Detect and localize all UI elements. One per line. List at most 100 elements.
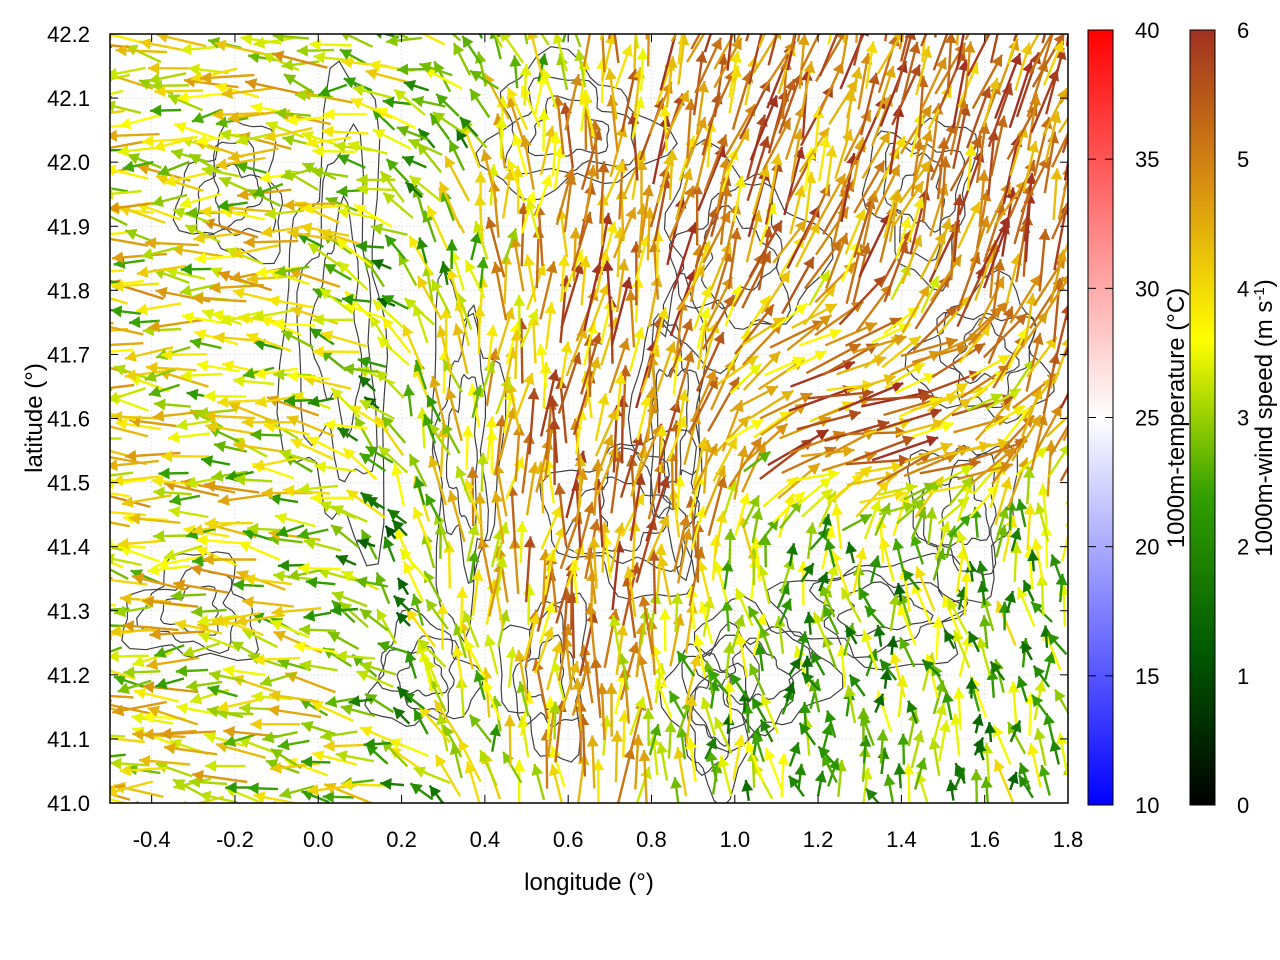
wind-arrow [746,136,771,202]
wind-speed-colorbar: 0 1 2 3 4 5 6 1000m-wind speed (m s-1) [1189,18,1278,818]
wind-arrow [955,547,968,593]
wind-arrow [734,492,751,537]
wind-arrow [467,550,480,583]
wind-arrow [965,560,978,582]
wind-arrow [1023,503,1036,551]
contour-line [808,570,967,659]
wind-arrow [875,65,896,118]
wind-arrow [163,544,203,561]
wind-arrow [921,658,942,678]
wind-arrow [133,687,179,703]
wind-arrow [205,421,256,435]
wind-arrow [468,714,493,743]
wind-arrow [322,790,354,803]
wind-arrow [1016,675,1028,703]
wind-arrow [232,579,264,591]
wind-arrow [696,306,712,350]
wind-arrow [900,336,958,358]
wind-arrow [776,582,790,609]
wind-arrow [788,741,801,767]
wind-arrow [1067,490,1068,498]
wind-arrow [800,562,815,583]
wind-arrow [910,730,925,769]
wind-arrow [980,776,993,803]
wind-arrow [359,399,395,420]
wind-arrow [299,659,338,672]
wind-arrow [269,619,310,639]
wind-arrow [471,569,484,616]
wind-arrow [281,58,320,71]
wind-arrow [901,568,920,591]
wind-arrow [629,473,646,541]
wind-arrow [110,34,147,45]
wind-arrow [911,343,969,364]
wind-arrow [899,636,916,668]
wind-arrow [199,790,238,803]
wind-arrow [287,568,324,581]
wind-arrow [971,54,1004,110]
wind-arrow [676,528,693,584]
wind-arrow [392,594,411,612]
y-tick-label: 41.4 [47,535,90,560]
wind-arrow [743,450,772,473]
wind-arrow [311,166,349,179]
wind-arrow [110,560,124,569]
wind-arrow [519,308,539,348]
wind-arrow [491,261,508,321]
wind-arrow [294,89,334,102]
wind-arrow [408,453,428,488]
wind-arrow [264,127,313,142]
wind-arrow [993,52,1022,120]
wind-arrow [268,690,320,703]
wind-arrow [155,677,185,690]
wind-arrow [629,696,646,736]
wind-arrow [549,701,562,740]
wind-arrow [251,690,293,703]
wind-arrow [982,77,1001,128]
x-tick-label: 1.6 [969,827,1000,852]
wind-arrow [574,49,587,88]
wind-arrow [317,83,348,97]
wind-arrow [462,610,480,648]
wind-arrow [247,522,286,535]
wind-arrow [428,455,448,506]
wind-arrow [340,703,376,718]
wind-arrow [163,742,218,756]
wind-arrow [353,203,393,228]
wind-arrow [920,34,928,47]
wind-arrow [692,51,708,116]
wind-arrow [952,629,971,669]
wind-arrow [871,323,912,344]
wind-arrow [354,416,374,449]
wind-arrow [271,605,322,618]
wind-arrow [293,641,338,654]
wind-arrow [147,705,199,726]
wind-arrow [975,741,987,761]
wind-arrow [876,729,889,764]
wind-arrow [896,498,926,525]
wind-arrow [622,562,641,626]
wind-arrow [692,437,709,487]
wind-arrow [469,88,491,118]
wind-arrow [934,217,953,270]
wind-arrow [800,61,816,115]
wind-arrow [589,283,610,332]
wind-arrow [1049,739,1062,765]
wind-arrow [692,634,707,678]
wind-arrow [723,680,736,724]
wind-arrow [110,792,131,801]
temperature-colorbar: 10 15 20 25 30 35 40 1000m-temperature (°C) [1087,18,1190,818]
x-tick-label: 1.8 [1053,827,1084,852]
wind-arrow [252,309,293,322]
wind-arrow [506,158,526,203]
wind-arrow [1043,651,1056,681]
wind-arrow [609,522,626,573]
wind-arrow [418,650,434,693]
wind-arrow [910,138,925,197]
wind-arrow [863,499,882,540]
wind-arrow [110,625,161,638]
wind-arrow [677,264,706,311]
wind-arrow [233,473,273,486]
wind-arrow [175,418,217,431]
wind-arrow [601,259,614,330]
